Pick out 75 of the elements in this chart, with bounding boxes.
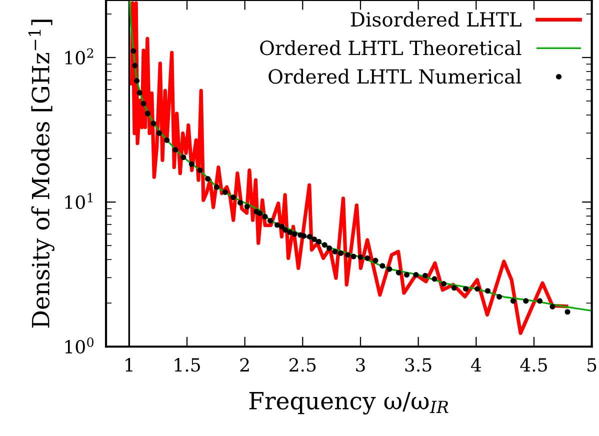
point — [222, 189, 228, 195]
point — [156, 130, 162, 136]
x-tick-label: 1.5 — [174, 358, 200, 372]
point — [279, 224, 285, 230]
x-tick-label: 1 — [126, 358, 132, 372]
legend-label: Ordered LHTL Numerical — [268, 68, 522, 84]
point — [484, 288, 490, 294]
point — [136, 90, 142, 96]
point — [130, 48, 136, 54]
x-tick-label: 4.5 — [520, 358, 547, 372]
point — [262, 214, 268, 220]
point — [140, 100, 146, 106]
point — [311, 236, 317, 242]
point — [292, 231, 298, 237]
point — [536, 298, 543, 304]
point — [257, 210, 263, 216]
point — [282, 227, 288, 233]
point — [230, 194, 236, 200]
point — [338, 250, 344, 256]
point — [301, 233, 307, 239]
point — [326, 245, 332, 251]
point — [432, 276, 438, 282]
point — [164, 137, 170, 143]
point — [332, 248, 338, 254]
point — [496, 294, 502, 300]
point — [172, 147, 178, 153]
point — [413, 272, 419, 278]
point — [150, 120, 156, 126]
point — [344, 252, 351, 258]
point — [350, 254, 356, 260]
x-tick-label: 3.5 — [405, 358, 432, 372]
x-tick-label: 5 — [588, 358, 596, 372]
legend-label: Disordered LHTL — [350, 12, 522, 27]
point — [451, 285, 457, 291]
x-tick-label: 2.5 — [290, 358, 316, 372]
point — [316, 238, 322, 244]
point — [364, 255, 370, 261]
x-tick-label: 2 — [240, 358, 249, 372]
y-tick-label: 10$^{1}$ — [65, 192, 93, 210]
point — [510, 298, 516, 304]
point — [205, 176, 211, 182]
point — [134, 78, 140, 84]
point — [144, 110, 150, 116]
point — [306, 234, 312, 240]
point — [358, 254, 364, 260]
x-tick-label: 4 — [470, 358, 481, 372]
x-tick-label: 3 — [356, 358, 365, 372]
point — [197, 167, 203, 174]
point — [422, 272, 428, 278]
y-tick-label: 10$^{2}$ — [65, 48, 94, 65]
point — [440, 281, 447, 287]
point — [274, 222, 280, 228]
point — [523, 298, 529, 304]
legend-label: Ordered LHTL Theoretical — [260, 40, 522, 56]
point — [372, 258, 378, 264]
point — [244, 204, 250, 210]
y-tick-label: 10$^{0}$ — [65, 337, 94, 354]
x-axis-title: Frequency ω/ω$_{IR}$ — [249, 392, 448, 415]
point — [404, 272, 410, 278]
point — [550, 304, 556, 310]
point — [462, 286, 469, 292]
point — [386, 266, 392, 272]
point — [287, 230, 293, 236]
point — [564, 309, 570, 315]
point — [132, 62, 138, 68]
point — [180, 154, 186, 160]
point — [188, 161, 194, 167]
point — [267, 218, 274, 224]
point — [380, 263, 386, 269]
y-axis-title: Density of Modes [GHz$^{−1}$] — [28, 20, 54, 328]
point — [214, 184, 220, 190]
point — [322, 242, 328, 248]
point — [474, 286, 480, 292]
point — [396, 270, 402, 276]
point — [237, 200, 243, 206]
